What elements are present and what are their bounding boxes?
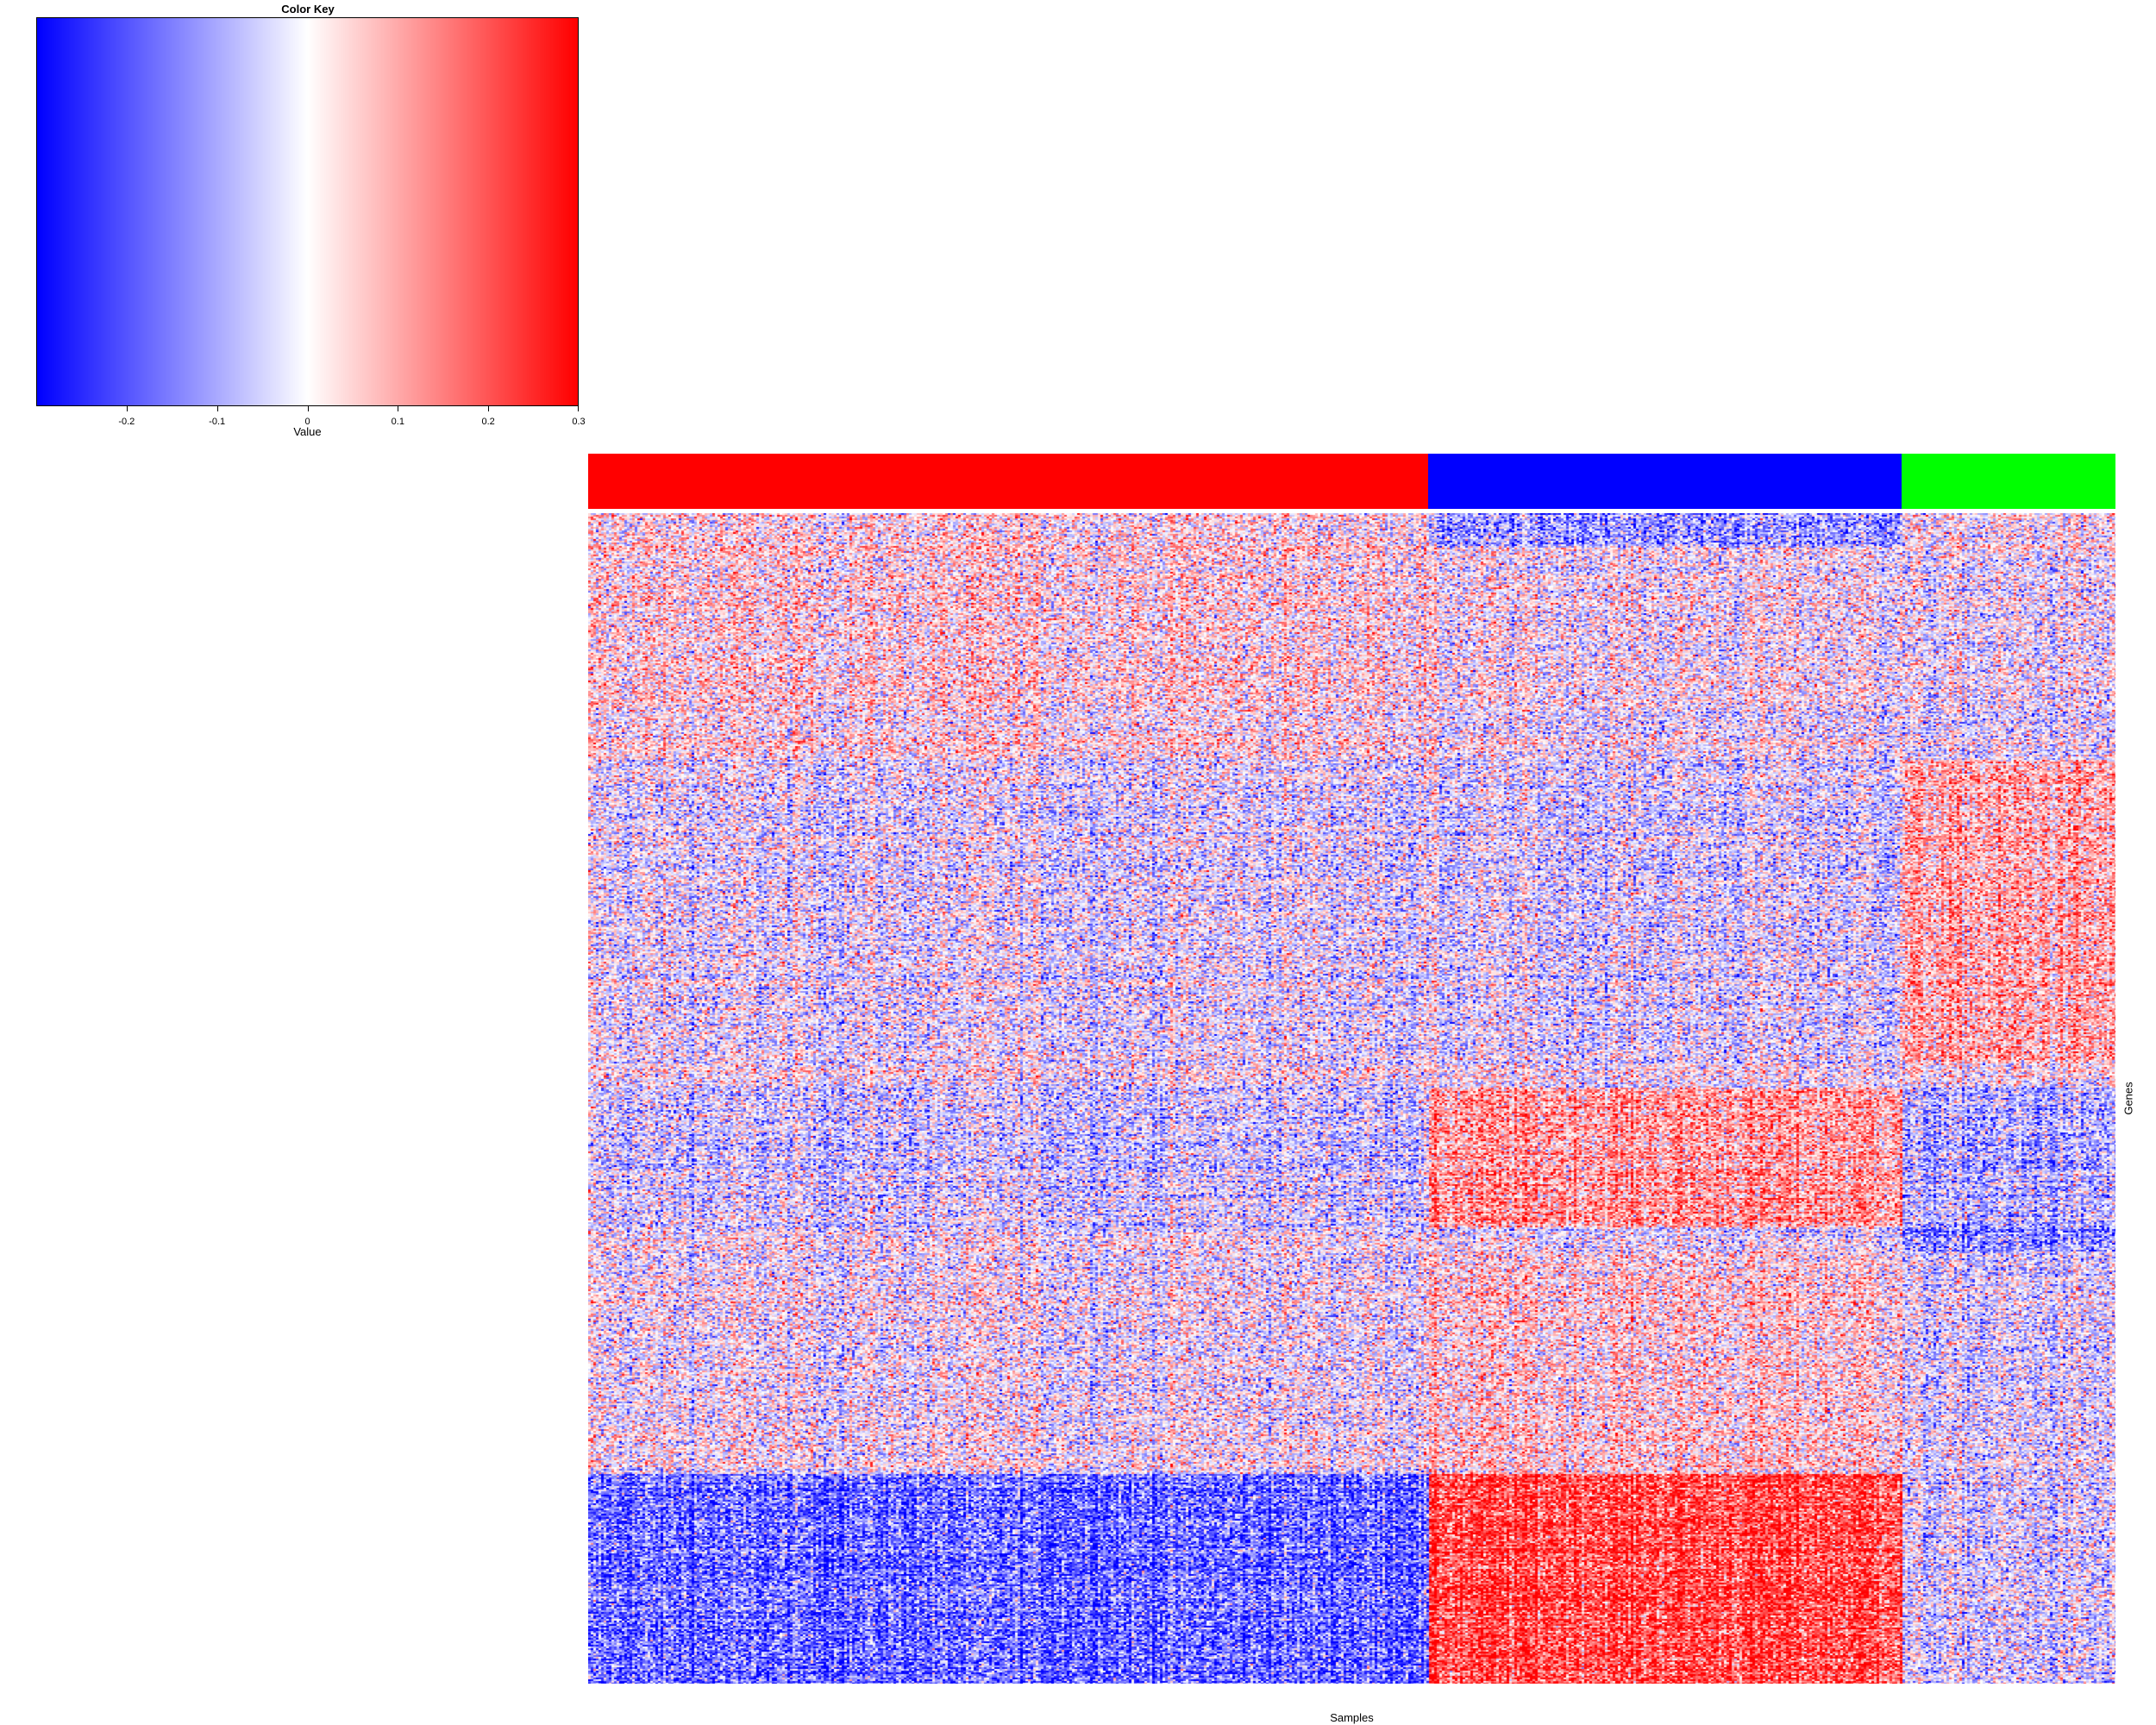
color-key-gradient [36, 17, 579, 406]
color-key-tick [126, 406, 128, 411]
color-key-tick [488, 406, 490, 411]
color-key-tick [307, 406, 309, 411]
color-key-tick [578, 406, 579, 411]
column-group-bar-1 [588, 454, 1428, 509]
color-key-tick-label: 0 [304, 417, 310, 427]
x-axis-label: Samples [1330, 1711, 1374, 1724]
color-key-axis: -0.2 -0.1 0 0.1 0.2 0.3 [36, 406, 586, 441]
color-key-xlabel: Value [293, 425, 322, 438]
color-key-tick [216, 406, 218, 411]
column-group-bar-2 [1428, 454, 1902, 509]
y-axis-label: Genes [2122, 1082, 2135, 1115]
heatmap-matrix [588, 513, 2115, 1684]
column-side-colors [588, 454, 2115, 509]
color-key-tick-label: 0.2 [481, 417, 495, 427]
color-key-title: Color Key [281, 3, 335, 16]
color-key-tick-label: 0.3 [572, 417, 586, 427]
color-key-tick-label: 0.1 [391, 417, 404, 427]
color-key-tick-label: -0.2 [118, 417, 135, 427]
column-group-bar-3 [1902, 454, 2115, 509]
color-key-tick-label: -0.1 [209, 417, 226, 427]
